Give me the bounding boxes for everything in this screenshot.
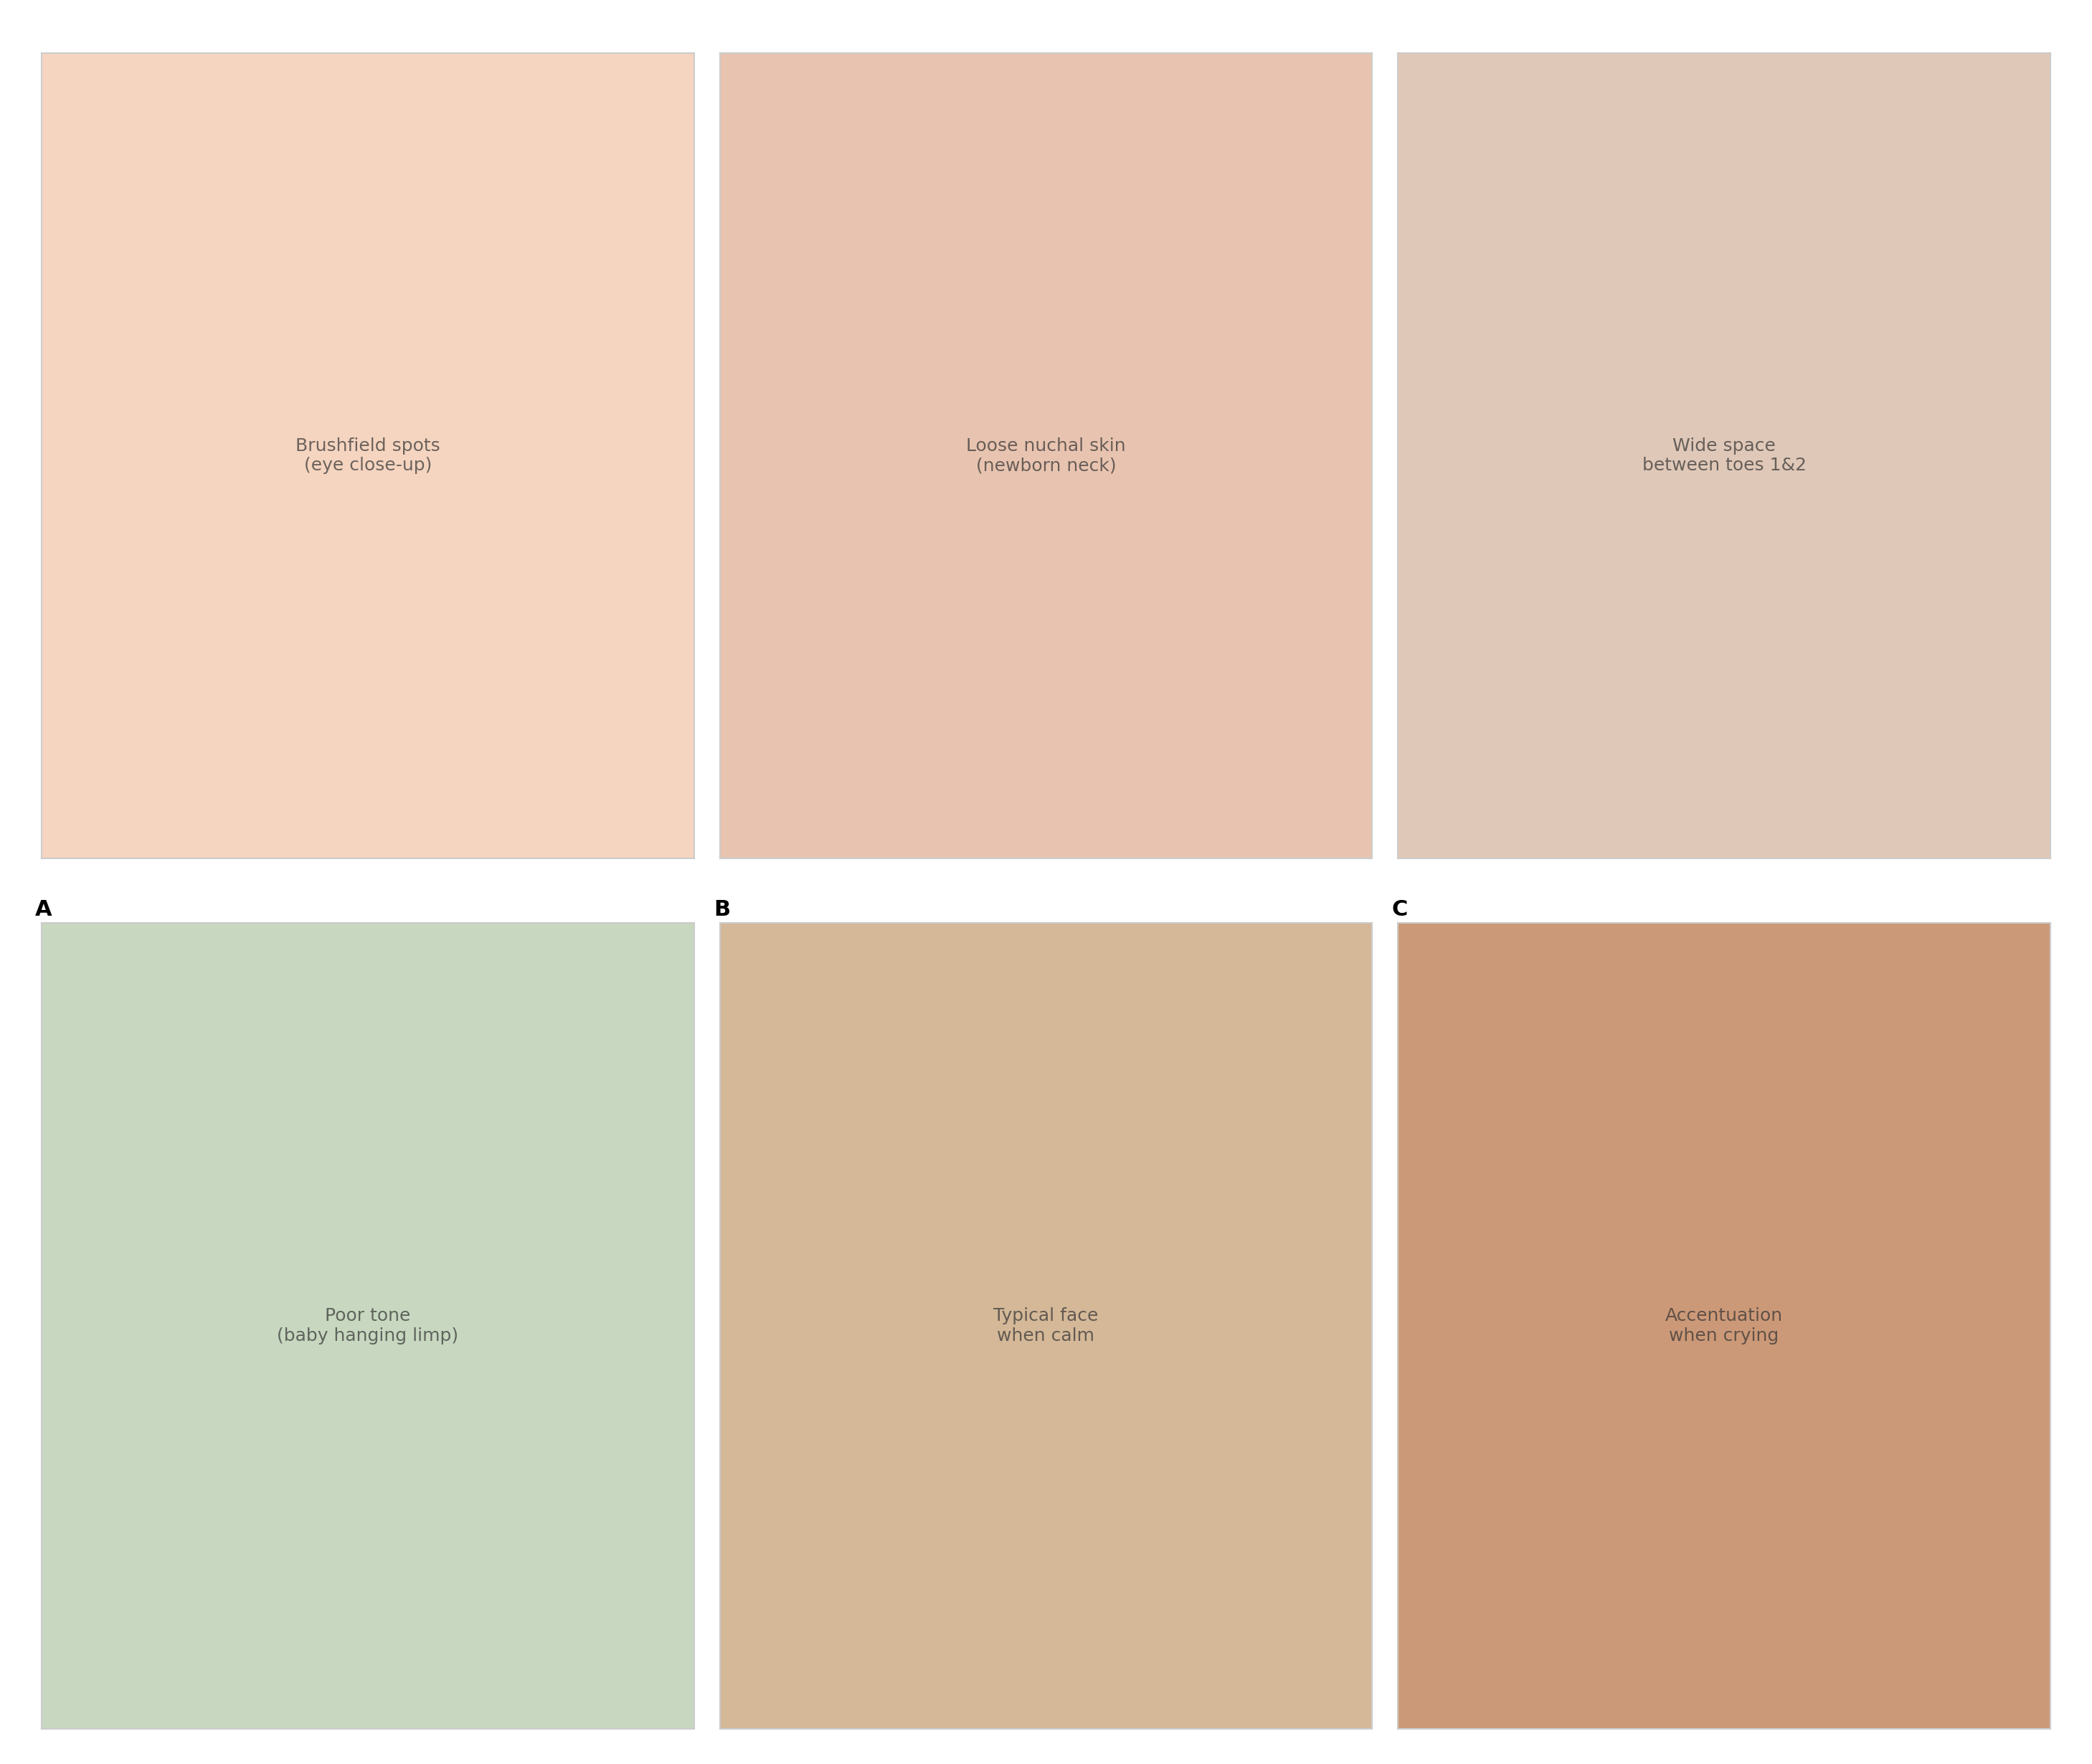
Text: Wide space
between toes 1&2: Wide space between toes 1&2: [1642, 437, 1805, 475]
Text: Typical face
when calm: Typical face when calm: [994, 1307, 1098, 1344]
Text: B: B: [713, 900, 730, 919]
Text: C: C: [1391, 900, 1408, 919]
Text: Brushfield spots
(eye close-up): Brushfield spots (eye close-up): [295, 437, 439, 475]
Text: A: A: [36, 900, 52, 919]
Text: Accentuation
when crying: Accentuation when crying: [1665, 1307, 1782, 1344]
Text: Poor tone
(baby hanging limp): Poor tone (baby hanging limp): [276, 1307, 458, 1344]
Text: Loose nuchal skin
(newborn neck): Loose nuchal skin (newborn neck): [967, 437, 1125, 475]
